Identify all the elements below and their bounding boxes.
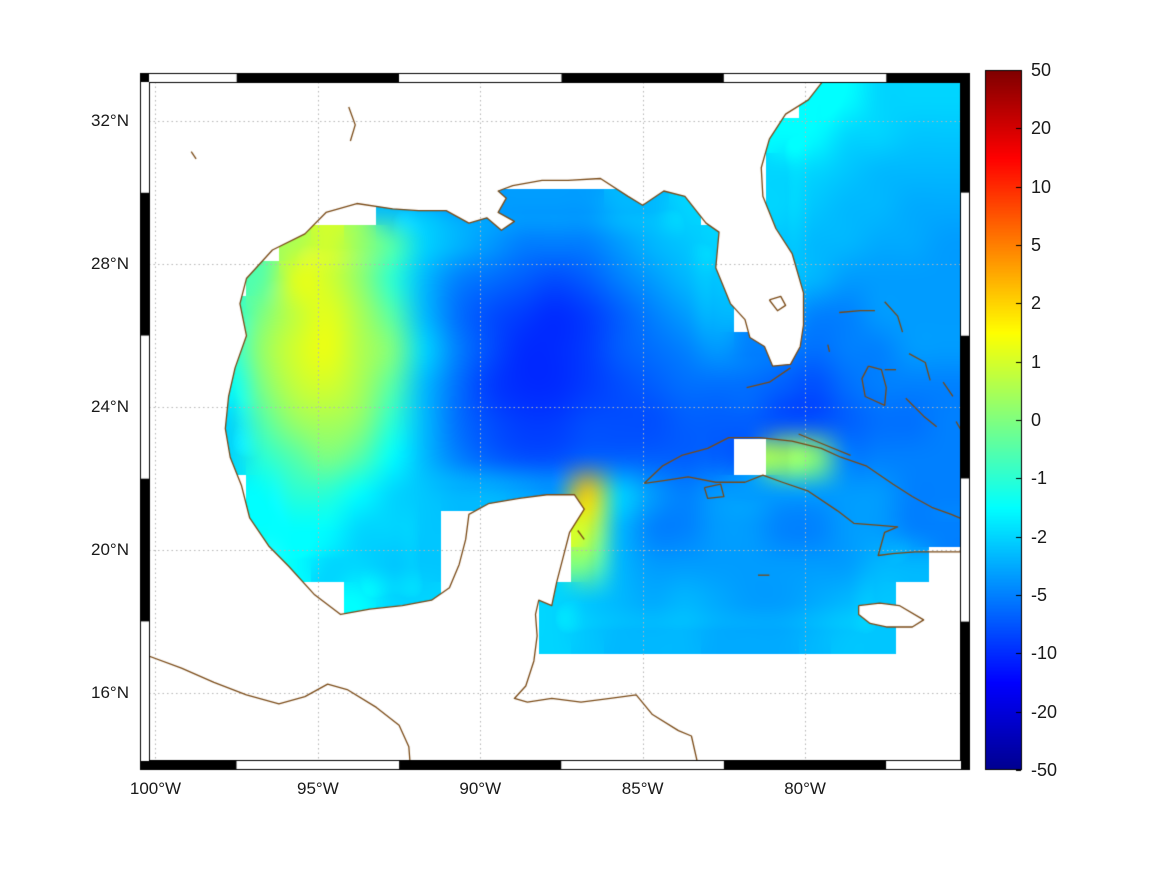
colorbar-tick-label: 1 xyxy=(1031,351,1042,372)
x-tick-label: 90°W xyxy=(459,779,502,798)
colorbar-tick-label: 10 xyxy=(1031,176,1052,197)
x-tick-label: 95°W xyxy=(297,779,339,798)
colorbar-tick-label: -50 xyxy=(1031,760,1058,780)
y-tick-label: 16°N xyxy=(91,683,129,703)
colorbar-tick-label: 20 xyxy=(1031,118,1052,139)
colorbar-tick-label: 50 xyxy=(1031,60,1052,80)
y-tick-label: 32°N xyxy=(91,111,129,131)
x-tick-label: 80°W xyxy=(784,779,826,798)
x-tick-label: 85°W xyxy=(621,779,664,798)
y-tick-label: 28°N xyxy=(91,254,129,274)
colorbar-tick-label: 2 xyxy=(1031,293,1042,314)
colorbar-tick-label: -1 xyxy=(1031,468,1048,489)
colorbar-tick-label: -2 xyxy=(1031,526,1048,547)
x-tick-label: 100°W xyxy=(129,779,182,798)
y-tick-label: 24°N xyxy=(91,397,129,417)
colorbar-tick-label: -10 xyxy=(1031,643,1058,664)
y-tick-label: 20°N xyxy=(91,540,129,560)
colorbar-tick-label: 0 xyxy=(1031,410,1042,430)
colorbar-tick-label: -5 xyxy=(1031,585,1048,605)
colorbar-tick-label: 5 xyxy=(1031,235,1042,255)
colorbar-tick-label: -20 xyxy=(1031,701,1058,722)
